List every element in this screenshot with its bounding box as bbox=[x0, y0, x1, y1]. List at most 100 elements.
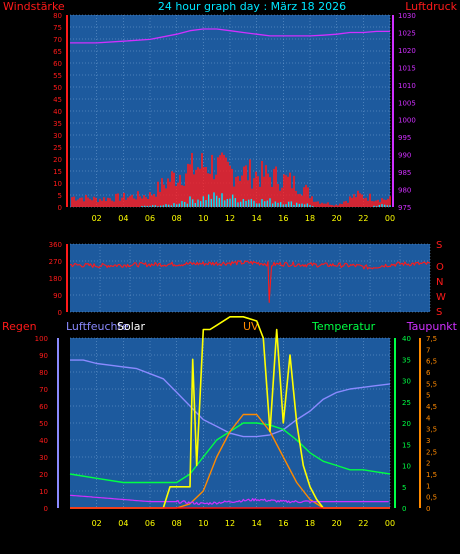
luftfeuchte-label: Luftfeuchte bbox=[66, 320, 129, 333]
temperatur-tick-label: 35 bbox=[402, 356, 411, 364]
x-tick-label: 06 bbox=[145, 214, 155, 223]
temperatur-tick-label: 40 bbox=[402, 335, 411, 343]
left-tick-label: 35 bbox=[53, 120, 62, 128]
left-tick-label: 15 bbox=[53, 168, 62, 176]
left-tick-label: 20 bbox=[53, 156, 62, 164]
taupunkt-tick-label: 0,5 bbox=[426, 494, 437, 502]
compass-label: S bbox=[436, 307, 442, 318]
x-tick-label: 02 bbox=[92, 519, 102, 528]
regen-tick-label: 100 bbox=[35, 335, 48, 343]
solar-label: Solar bbox=[117, 320, 146, 333]
right-tick-label: 1015 bbox=[398, 64, 416, 72]
windstaerke-label: Windstärke bbox=[3, 0, 65, 13]
left-tick-label: 5 bbox=[58, 192, 62, 200]
compass-label: W bbox=[436, 292, 446, 303]
compass-label: S bbox=[436, 240, 442, 251]
right-tick-label: 990 bbox=[398, 152, 411, 160]
direction-tick-label: 270 bbox=[49, 258, 62, 266]
left-tick-label: 30 bbox=[53, 132, 62, 140]
left-tick-label: 55 bbox=[53, 72, 62, 80]
x-tick-label: 20 bbox=[332, 519, 342, 528]
dewpoint-line bbox=[69, 494, 389, 505]
regen-tick-label: 10 bbox=[39, 488, 48, 496]
direction-tick-label: 360 bbox=[49, 241, 62, 249]
left-tick-label: 65 bbox=[53, 48, 62, 56]
compass-label: N bbox=[436, 277, 443, 288]
temperatur-tick-label: 0 bbox=[402, 505, 406, 513]
regen-tick-label: 0 bbox=[44, 505, 48, 513]
left-tick-label: 10 bbox=[53, 180, 62, 188]
taupunkt-tick-label: 1,5 bbox=[426, 471, 437, 479]
right-tick-label: 995 bbox=[398, 134, 411, 142]
x-tick-label: 18 bbox=[305, 214, 315, 223]
taupunkt-tick-label: 7,5 bbox=[426, 335, 437, 343]
left-tick-label: 60 bbox=[53, 60, 62, 68]
temperatur-tick-label: 25 bbox=[402, 399, 411, 407]
x-tick-label: 06 bbox=[145, 519, 155, 528]
x-tick-label: 08 bbox=[172, 519, 182, 528]
pressure-series bbox=[70, 28, 390, 44]
wind-bars bbox=[71, 152, 391, 207]
left-tick-label: 45 bbox=[53, 96, 62, 104]
x-tick-label: 12 bbox=[225, 519, 235, 528]
left-tick-label: 40 bbox=[53, 108, 62, 116]
left-tick-label: 0 bbox=[58, 204, 62, 212]
x-tick-label: 00 bbox=[385, 519, 395, 528]
right-tick-label: 1025 bbox=[398, 29, 416, 37]
x-tick-label: 16 bbox=[278, 519, 288, 528]
luftdruck-label: Luftdruck bbox=[405, 0, 457, 13]
taupunkt-tick-label: 3 bbox=[426, 437, 430, 445]
graph-title: 24 hour graph day : März 18 2026 bbox=[158, 0, 346, 13]
right-tick-label: 980 bbox=[398, 187, 411, 195]
regen-tick-label: 90 bbox=[39, 352, 48, 360]
direction-tick-label: 180 bbox=[49, 275, 62, 283]
regen-tick-label: 40 bbox=[39, 437, 48, 445]
right-tick-label: 1000 bbox=[398, 117, 416, 125]
x-tick-label: 04 bbox=[118, 214, 128, 223]
left-tick-label: 50 bbox=[53, 84, 62, 92]
x-tick-label: 16 bbox=[278, 214, 288, 223]
humidity-line bbox=[70, 359, 391, 438]
regen-tick-label: 60 bbox=[39, 403, 48, 411]
direction-tick-label: 90 bbox=[53, 292, 62, 300]
direction-series bbox=[70, 260, 431, 303]
wind-axes: 0510152025303540455055606570758097598098… bbox=[53, 12, 416, 223]
x-tick-label: 18 bbox=[305, 519, 315, 528]
temperatur-tick-label: 15 bbox=[402, 441, 411, 449]
regen-tick-label: 80 bbox=[39, 369, 48, 377]
right-tick-label: 985 bbox=[398, 169, 411, 177]
taupunkt-tick-label: 6 bbox=[426, 369, 431, 377]
uv-label: UV bbox=[243, 320, 259, 333]
x-tick-label: 00 bbox=[385, 214, 395, 223]
right-tick-label: 1020 bbox=[398, 47, 416, 55]
right-tick-label: 975 bbox=[398, 204, 411, 212]
temperatur-tick-label: 10 bbox=[402, 463, 411, 471]
left-tick-label: 80 bbox=[53, 12, 62, 20]
x-tick-label: 02 bbox=[92, 214, 102, 223]
left-tick-label: 70 bbox=[53, 36, 62, 44]
x-tick-label: 22 bbox=[358, 214, 368, 223]
regen-tick-label: 50 bbox=[39, 420, 48, 428]
taupunkt-tick-label: 6,5 bbox=[426, 358, 437, 366]
taupunkt-tick-label: 5,5 bbox=[426, 380, 437, 388]
temperature-line bbox=[69, 422, 391, 484]
x-tick-label: 20 bbox=[332, 214, 342, 223]
taupunkt-tick-label: 2 bbox=[426, 460, 430, 468]
temperatur-tick-label: 5 bbox=[402, 484, 406, 492]
temperatur-tick-label: 30 bbox=[402, 378, 411, 386]
left-tick-label: 25 bbox=[53, 144, 62, 152]
temperatur-label: Temperatur bbox=[311, 320, 376, 333]
taupunkt-tick-label: 3,5 bbox=[426, 426, 437, 434]
taupunkt-label: Taupunkt bbox=[406, 320, 458, 333]
direction-tick-label: 0 bbox=[58, 309, 62, 317]
right-tick-label: 1010 bbox=[398, 82, 416, 90]
right-tick-label: 1005 bbox=[398, 99, 416, 107]
regen-tick-label: 30 bbox=[39, 454, 48, 462]
taupunkt-tick-label: 7 bbox=[426, 346, 430, 354]
x-tick-label: 10 bbox=[198, 519, 208, 528]
taupunkt-tick-label: 2,5 bbox=[426, 448, 437, 456]
direction-line bbox=[70, 260, 431, 303]
weather-axes: 0102030405060708090100051015202530354000… bbox=[35, 335, 438, 528]
right-tick-label: 1030 bbox=[398, 12, 416, 20]
